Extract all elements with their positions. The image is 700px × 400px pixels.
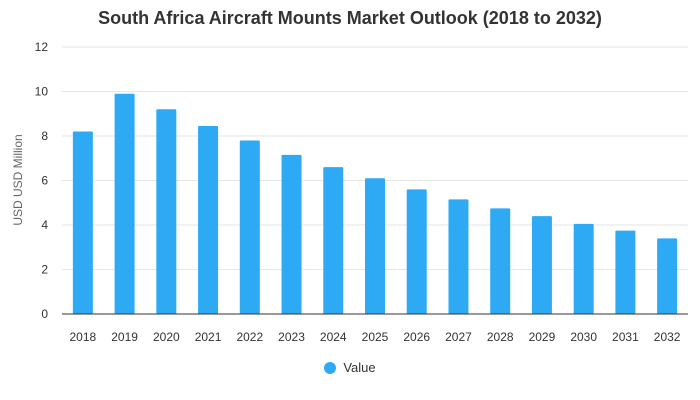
chart-title: South Africa Aircraft Mounts Market Outl… xyxy=(98,8,602,28)
x-tick-label: 2018 xyxy=(70,330,97,344)
x-tick-label: 2021 xyxy=(195,330,222,344)
x-tick-label: 2031 xyxy=(612,330,639,344)
x-tick-label: 2020 xyxy=(153,330,180,344)
x-tick-label: 2025 xyxy=(362,330,389,344)
bar-2021[interactable] xyxy=(198,125,219,314)
y-tick-label: 6 xyxy=(41,174,48,188)
x-tick-label: 2019 xyxy=(111,330,138,344)
x-tick-label: 2029 xyxy=(529,330,556,344)
bar-2025[interactable] xyxy=(365,178,385,314)
bar-2026[interactable] xyxy=(406,189,427,314)
legend-label: Value xyxy=(343,360,376,375)
x-tick-label: 2026 xyxy=(403,330,430,344)
legend[interactable]: Value xyxy=(0,360,700,375)
x-tick-label: 2030 xyxy=(570,330,597,344)
y-tick-label: 12 xyxy=(35,40,49,54)
bar-2024[interactable] xyxy=(323,167,344,314)
y-tick-label: 2 xyxy=(41,263,48,277)
bar-2027[interactable] xyxy=(448,199,469,314)
y-tick-label: 8 xyxy=(41,129,48,143)
y-tick-label: 4 xyxy=(41,218,48,232)
bar-2018[interactable] xyxy=(72,131,93,314)
x-tick-label: 2023 xyxy=(278,330,305,344)
bar-2019[interactable] xyxy=(114,93,135,314)
x-tick-label: 2028 xyxy=(487,330,514,344)
bar-2032[interactable] xyxy=(657,238,678,314)
legend-swatch xyxy=(324,361,337,374)
bar-2020[interactable] xyxy=(156,109,177,314)
bar-2029[interactable] xyxy=(531,216,552,314)
bar-2022[interactable] xyxy=(239,140,260,314)
x-tick-label: 2024 xyxy=(320,330,347,344)
bar-2030[interactable] xyxy=(573,223,594,314)
x-tick-label: 2022 xyxy=(236,330,263,344)
y-tick-label: 0 xyxy=(41,307,48,321)
bar-2031[interactable] xyxy=(615,230,636,314)
bar-2028[interactable] xyxy=(490,208,511,314)
x-tick-label: 2027 xyxy=(445,330,472,344)
x-tick-label: 2032 xyxy=(654,330,681,344)
bar-2023[interactable] xyxy=(281,154,302,314)
y-tick-label: 10 xyxy=(35,85,49,99)
